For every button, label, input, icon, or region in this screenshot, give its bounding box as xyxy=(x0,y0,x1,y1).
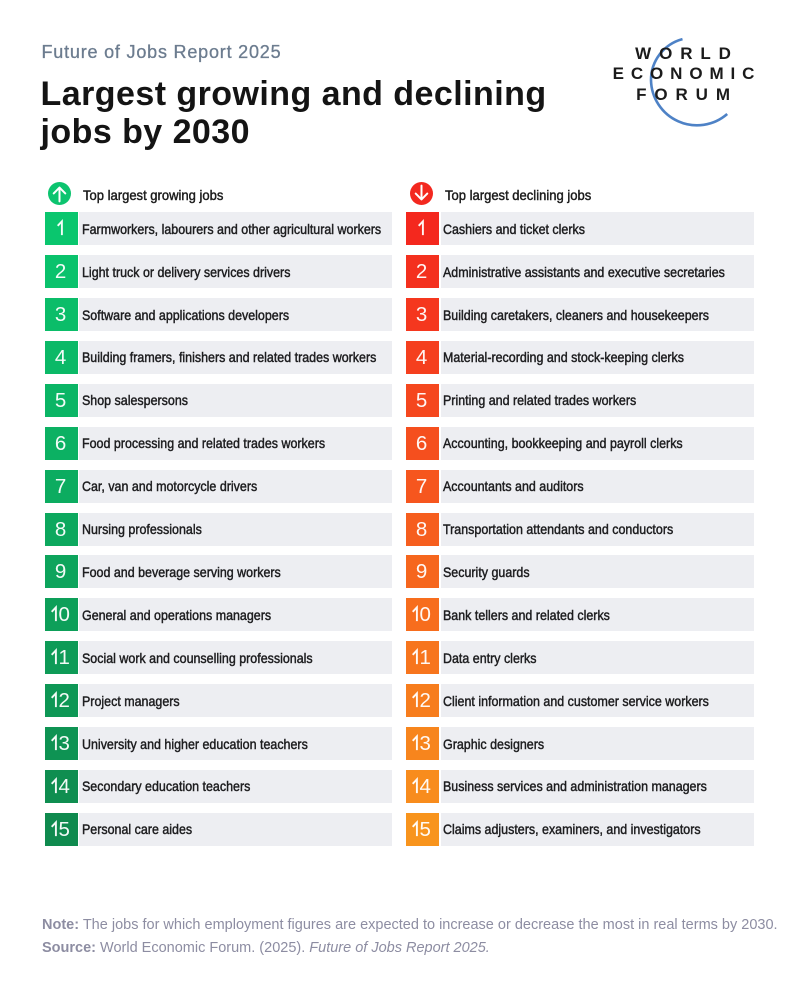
svg-text:5: 5 xyxy=(415,389,426,412)
svg-text:4: 4 xyxy=(58,775,69,798)
svg-text:6: 6 xyxy=(415,432,426,455)
svg-text:5: 5 xyxy=(58,818,69,841)
svg-text:2: 2 xyxy=(415,260,426,283)
svg-text:3: 3 xyxy=(58,732,69,755)
svg-text:7: 7 xyxy=(415,475,426,498)
svg-text:1: 1 xyxy=(419,646,430,669)
svg-text:FORUM: FORUM xyxy=(636,85,738,104)
svg-text:2: 2 xyxy=(58,689,69,712)
svg-text:4: 4 xyxy=(415,346,426,369)
svg-text:WORLD: WORLD xyxy=(635,44,739,63)
svg-text:1: 1 xyxy=(58,646,69,669)
svg-text:7: 7 xyxy=(54,475,65,498)
svg-text:4: 4 xyxy=(419,775,430,798)
svg-text:2: 2 xyxy=(419,689,430,712)
svg-text:0: 0 xyxy=(58,603,69,626)
svg-text:2: 2 xyxy=(54,260,65,283)
svg-text:9: 9 xyxy=(415,560,426,583)
svg-text:8: 8 xyxy=(54,518,65,541)
svg-text:3: 3 xyxy=(415,303,426,326)
svg-text:9: 9 xyxy=(54,560,65,583)
svg-text:4: 4 xyxy=(54,346,65,369)
svg-text:5: 5 xyxy=(419,818,430,841)
svg-text:0: 0 xyxy=(419,603,430,626)
svg-text:8: 8 xyxy=(415,518,426,541)
svg-text:3: 3 xyxy=(419,732,430,755)
svg-text:3: 3 xyxy=(54,303,65,326)
svg-text:5: 5 xyxy=(54,389,65,412)
svg-text:6: 6 xyxy=(54,432,65,455)
svg-text:ECONOMIC: ECONOMIC xyxy=(613,64,762,83)
